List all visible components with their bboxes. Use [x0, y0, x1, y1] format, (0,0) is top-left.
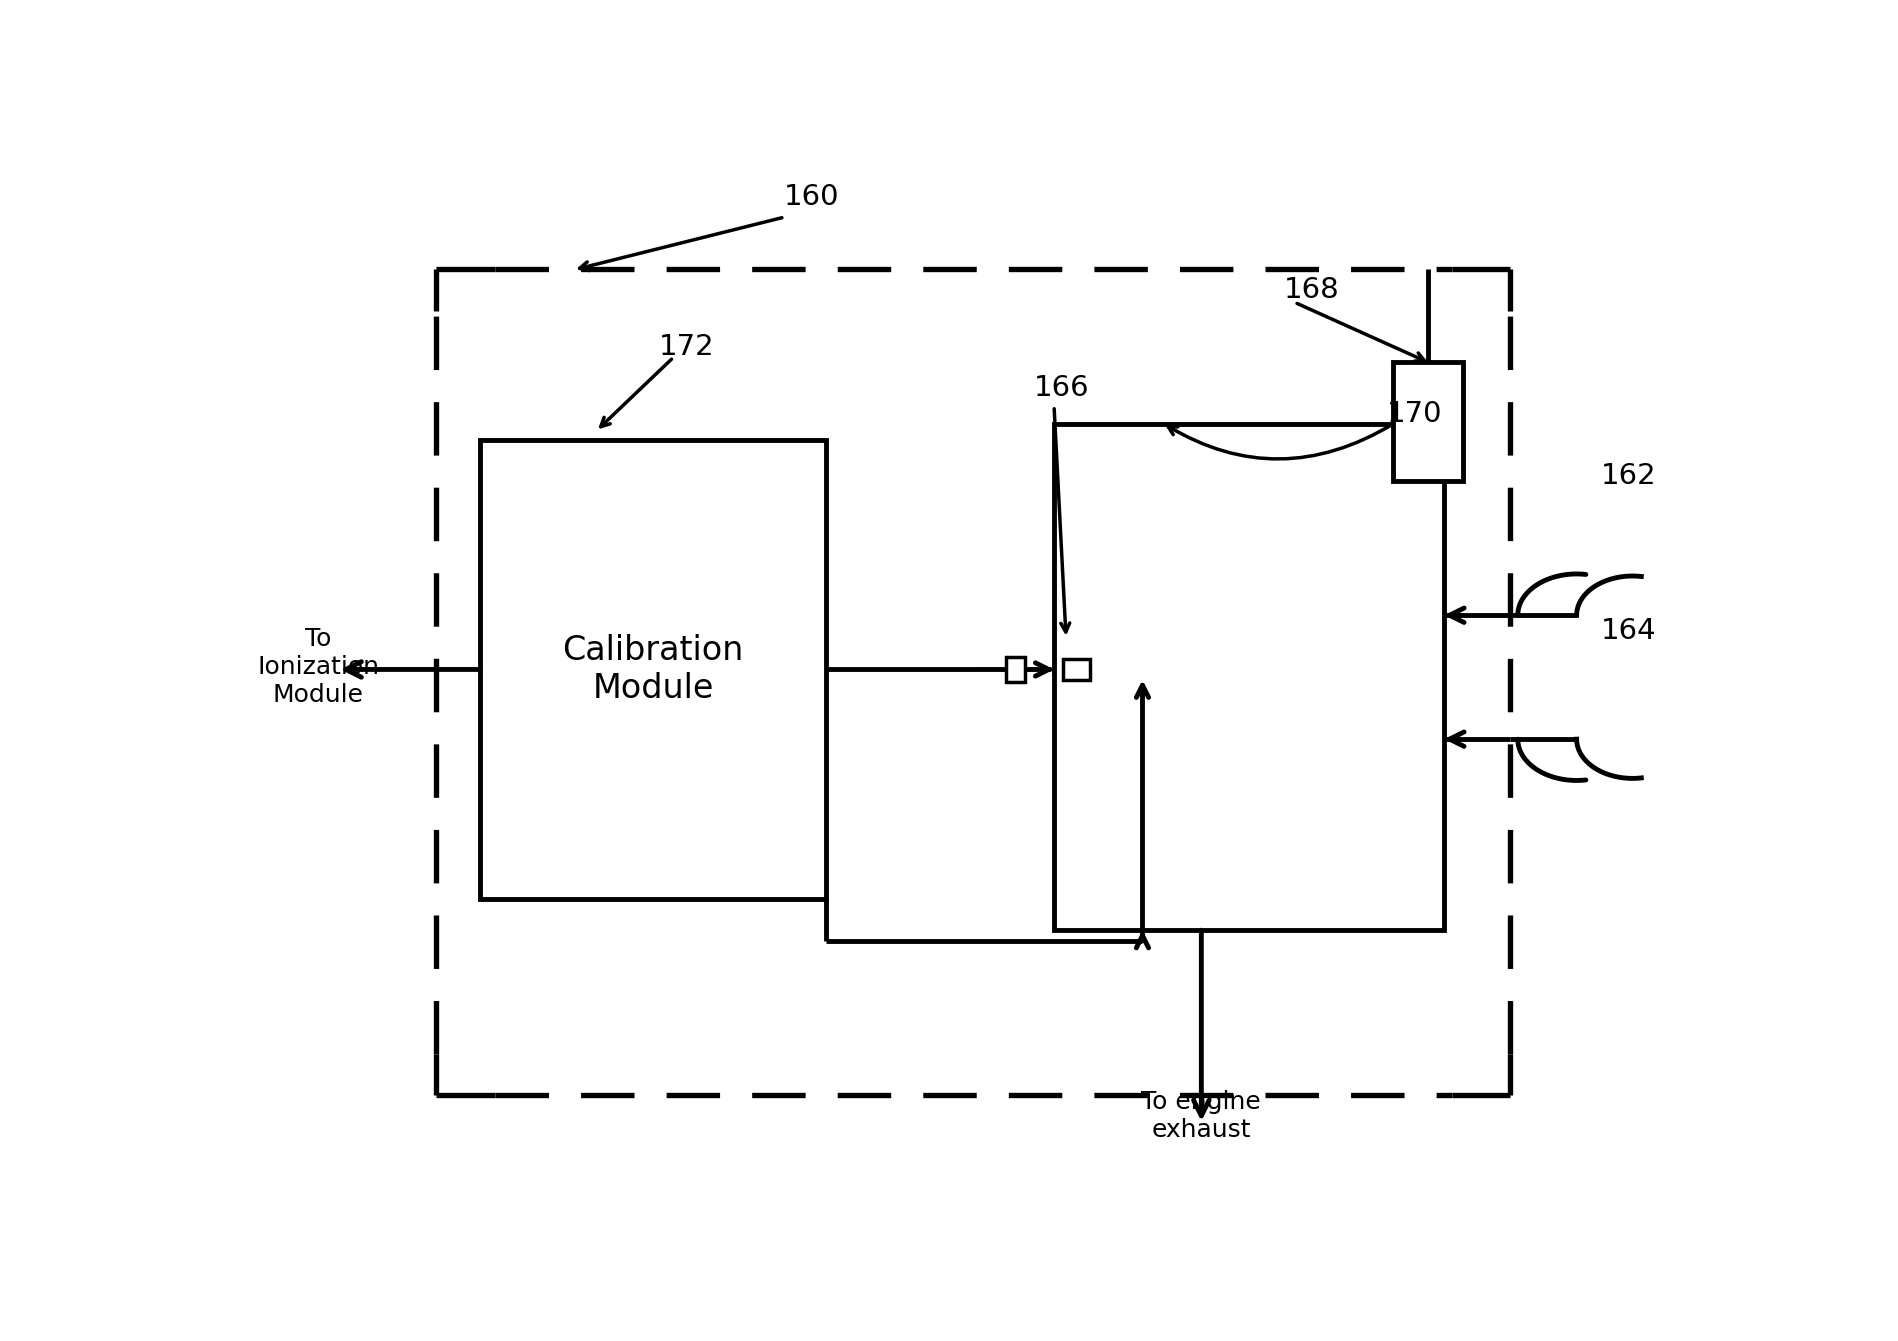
Text: 162: 162 [1600, 461, 1655, 489]
Bar [480, 440, 826, 900]
Text: To engine
exhaust: To engine exhaust [1141, 1090, 1260, 1143]
Text: 166: 166 [1033, 374, 1089, 402]
Text: 164: 164 [1600, 617, 1655, 645]
Text: Calibration
Module: Calibration Module [562, 634, 744, 705]
Bar [1006, 657, 1025, 683]
Text: 160: 160 [784, 184, 839, 211]
Bar [1391, 362, 1463, 481]
Text: 168: 168 [1283, 276, 1338, 304]
Bar [1063, 660, 1089, 680]
Bar [1053, 424, 1444, 931]
Text: 172: 172 [659, 333, 714, 361]
Text: To
Ionization
Module: To Ionization Module [258, 628, 380, 707]
Text: 170: 170 [1386, 400, 1442, 428]
